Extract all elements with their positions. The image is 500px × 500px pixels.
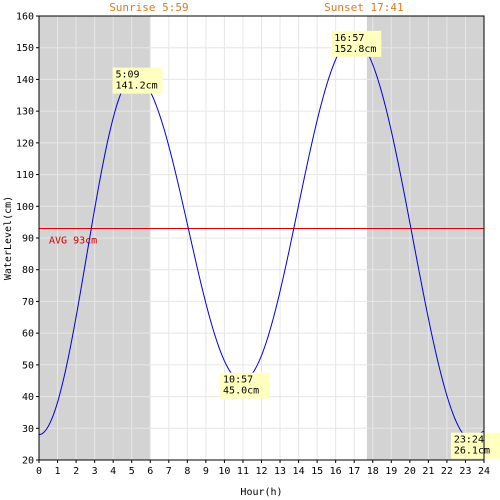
annotation-level: 45.0cm	[223, 386, 259, 397]
x-tick-label: 6	[147, 466, 153, 477]
x-tick-label: 1	[55, 466, 61, 477]
x-tick-label: 8	[184, 466, 190, 477]
x-tick-label: 2	[73, 466, 79, 477]
average-line-group: AVG 93cm	[39, 227, 484, 246]
x-tick-label: 18	[367, 466, 379, 477]
x-tick-label: 19	[385, 466, 397, 477]
x-tick-label: 17	[348, 466, 360, 477]
y-tick-label: 150	[16, 43, 34, 54]
y-axis-title: WaterLevel(cm)	[3, 196, 14, 280]
x-tick-label: 0	[36, 466, 42, 477]
annotation-time: 10:57	[223, 375, 253, 386]
x-axis-title: Hour(h)	[240, 487, 282, 498]
y-tick-label: 60	[22, 329, 34, 340]
x-tick-label: 7	[166, 466, 172, 477]
y-tick-label: 140	[16, 75, 34, 86]
annotation-level: 26.1cm	[454, 446, 490, 457]
annotation-level: 141.2cm	[115, 81, 157, 92]
x-tick-label: 9	[203, 466, 209, 477]
x-tick-label: 22	[441, 466, 453, 477]
annotation-box	[331, 30, 382, 57]
x-tick-label: 24	[478, 466, 490, 477]
x-tick-label: 13	[274, 466, 286, 477]
y-tick-label: 80	[22, 265, 34, 276]
annotation-time: 5:09	[115, 70, 139, 81]
annotation-time: 16:57	[334, 33, 364, 44]
y-tick-label: 70	[22, 297, 34, 308]
x-tick-label: 14	[293, 466, 305, 477]
y-tick-label: 110	[16, 170, 34, 181]
average-label: AVG 93cm	[49, 235, 97, 246]
annotation-box	[112, 67, 163, 94]
y-tick-label: 20	[22, 456, 34, 467]
y-axis-ticks: 20 30 40 50 60 70 80 90 100 110 120 130 140 150 160	[16, 12, 39, 467]
x-tick-label: 12	[255, 466, 267, 477]
sunset-label: Sunset 17:41	[324, 1, 403, 14]
annotation-level: 152.8cm	[334, 44, 376, 55]
x-tick-label: 3	[92, 466, 98, 477]
x-tick-label: 20	[404, 466, 416, 477]
x-tick-label: 10	[218, 466, 230, 477]
y-tick-label: 30	[22, 424, 34, 435]
y-tick-label: 120	[16, 138, 34, 149]
x-tick-label: 5	[129, 466, 135, 477]
x-tick-label: 16	[330, 466, 342, 477]
x-tick-label: 23	[459, 466, 471, 477]
y-tick-label: 160	[16, 12, 34, 23]
x-tick-label: 4	[110, 466, 116, 477]
x-tick-label: 21	[422, 466, 434, 477]
sunrise-label: Sunrise 5:59	[109, 1, 188, 14]
x-tick-label: 11	[237, 466, 249, 477]
annotation-box	[450, 432, 500, 459]
y-tick-label: 100	[16, 202, 34, 213]
y-tick-label: 130	[16, 107, 34, 118]
y-tick-label: 90	[22, 234, 34, 245]
y-tick-label: 40	[22, 392, 34, 403]
y-tick-label: 50	[22, 360, 34, 371]
x-axis-ticks: 0 1 2 3 4 5 6 7 8 9 10 11 12 13 14 15 16 17 18 19 20 21 22 23 24	[36, 460, 490, 477]
annotation-box	[220, 372, 271, 399]
x-tick-label: 15	[311, 466, 323, 477]
annotation-time: 23:24	[454, 435, 484, 446]
